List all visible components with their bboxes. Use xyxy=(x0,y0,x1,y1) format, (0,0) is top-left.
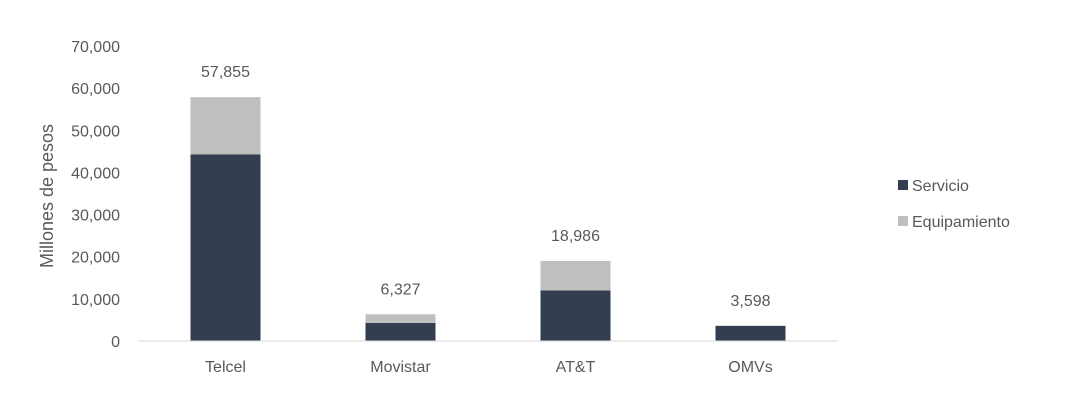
bar-equipamiento-telcel xyxy=(190,97,261,155)
bar-servicio-omvs xyxy=(715,325,786,341)
bars xyxy=(190,97,786,341)
x-category-label: Movistar xyxy=(370,359,431,376)
total-label: 57,855 xyxy=(201,64,250,81)
y-tick-label: 40,000 xyxy=(71,165,120,182)
bar-equipamiento-att xyxy=(540,260,611,291)
y-axis-ticks: 0 10,000 20,000 30,000 40,000 50,000 60,000 70,… xyxy=(71,39,120,351)
x-category-label: AT&T xyxy=(556,359,596,376)
bar-servicio-att xyxy=(540,290,611,341)
bar-servicio-telcel xyxy=(190,154,261,341)
y-axis-label: Millones de pesos xyxy=(37,124,57,268)
total-label: 18,986 xyxy=(551,228,600,245)
y-tick-label: 0 xyxy=(111,334,120,351)
bar-equipamiento-movistar xyxy=(365,314,436,323)
y-tick-label: 60,000 xyxy=(71,81,120,98)
bar-servicio-movistar xyxy=(365,322,436,341)
y-tick-label: 30,000 xyxy=(71,208,120,225)
legend-swatch xyxy=(898,216,908,226)
x-category-label: OMVs xyxy=(728,359,772,376)
legend-swatch xyxy=(898,180,908,190)
legend-label: Equipamiento xyxy=(912,214,1010,231)
y-tick-label: 70,000 xyxy=(71,39,120,56)
y-tick-label: 10,000 xyxy=(71,292,120,309)
y-tick-label: 50,000 xyxy=(71,123,120,140)
x-axis-categories: Telcel Movistar AT&T OMVs xyxy=(205,359,773,376)
legend: Servicio Equipamiento xyxy=(898,178,1010,231)
legend-label: Servicio xyxy=(912,178,969,195)
total-label: 6,327 xyxy=(380,281,420,298)
y-tick-label: 20,000 xyxy=(71,250,120,267)
total-labels: 57,855 6,327 18,986 3,598 xyxy=(201,64,771,310)
total-label: 3,598 xyxy=(730,293,770,310)
x-category-label: Telcel xyxy=(205,359,246,376)
